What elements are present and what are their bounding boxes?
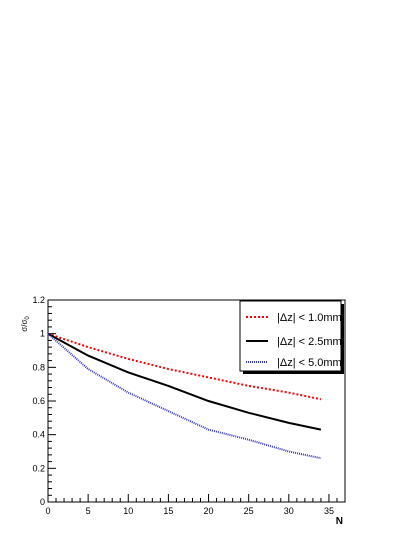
x-axis-label: N bbox=[336, 516, 343, 527]
series-lines bbox=[47, 332, 322, 460]
y-axis-label-main: σ/σ bbox=[20, 320, 29, 332]
y-tick-label: 0.6 bbox=[32, 396, 45, 406]
y-tick-label: 0.2 bbox=[32, 463, 45, 473]
y-axis-label: σ/σ0 bbox=[20, 316, 31, 332]
x-tick-label: 35 bbox=[324, 506, 334, 516]
x-tick-label: 15 bbox=[163, 506, 173, 516]
y-tick-label: 1 bbox=[40, 329, 45, 339]
x-tick-label: 0 bbox=[45, 506, 50, 516]
y-axis-ticks: 0 0.2 0.4 0.6 0.8 1 1.2 bbox=[32, 295, 56, 507]
x-tick-label: 20 bbox=[204, 506, 214, 516]
y-tick-label: 1.2 bbox=[32, 295, 45, 305]
series-line-2 bbox=[47, 332, 322, 431]
series-line-3 bbox=[47, 332, 322, 460]
legend-box bbox=[239, 300, 342, 372]
legend: |Δz| < 1.0mm |Δz| < 2.5mm |Δz| < 5.0mm bbox=[239, 300, 344, 374]
y-tick-label: 0 bbox=[40, 497, 45, 507]
y-tick-label: 0.4 bbox=[32, 430, 45, 440]
x-tick-label: 5 bbox=[86, 506, 91, 516]
x-axis-ticks: 0 5 10 15 20 25 30 35 bbox=[45, 494, 346, 516]
x-tick-label: 10 bbox=[123, 506, 133, 516]
legend-label-2: |Δz| < 2.5mm bbox=[277, 336, 342, 348]
legend-label-3: |Δz| < 5.0mm bbox=[277, 357, 342, 369]
y-tick-label: 0.8 bbox=[32, 362, 45, 372]
legend-label-1: |Δz| < 1.0mm bbox=[277, 312, 342, 324]
y-axis-label-sub: 0 bbox=[25, 316, 31, 320]
x-tick-label: 25 bbox=[244, 506, 254, 516]
series-line-1 bbox=[47, 332, 322, 401]
x-tick-label: 30 bbox=[284, 506, 294, 516]
